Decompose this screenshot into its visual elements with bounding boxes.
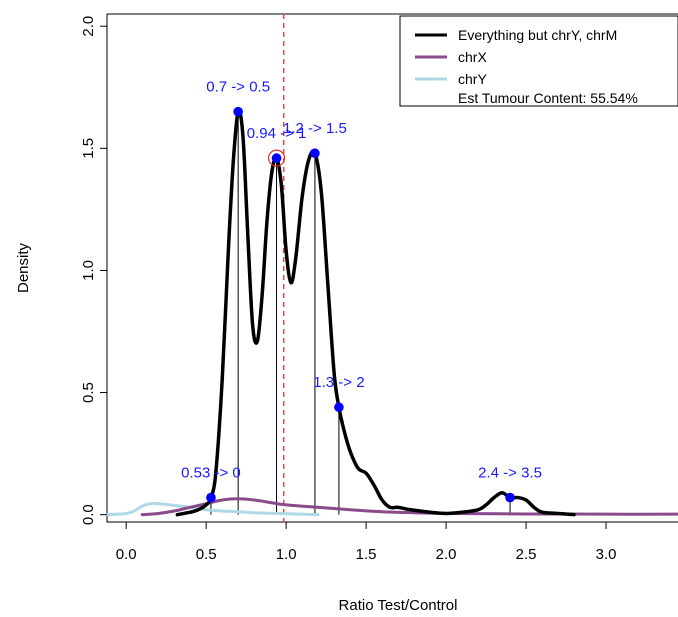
y-tick-label: 2.0 bbox=[80, 16, 97, 37]
peak-label: 1.3 -> 2 bbox=[313, 374, 364, 391]
peak-label: 1.2 -> 1.5 bbox=[283, 120, 347, 137]
y-tick-label: 0.5 bbox=[80, 382, 97, 403]
peak-point bbox=[271, 153, 282, 163]
legend-label-chry: chrY bbox=[458, 71, 487, 87]
plot-frame bbox=[106, 13, 678, 523]
y-axis-title: Density bbox=[15, 242, 32, 293]
plot-area: 0.53 -> 0 0.7 -> 0.5 0.94 -> 11.2 -> 1.5 1.… bbox=[105, 13, 678, 523]
x-tick-label: 2.5 bbox=[516, 546, 537, 563]
peak-label: 0.7 -> 0.5 bbox=[206, 79, 270, 96]
peak-label: 0.94 -> 1 bbox=[247, 125, 307, 142]
peak-label: 2.4 -> 3.5 bbox=[478, 465, 542, 482]
peak-label: 0.53 -> 0 bbox=[181, 465, 241, 482]
x-tick-label: 0.0 bbox=[116, 546, 137, 563]
x-tick-label: 1.5 bbox=[356, 546, 377, 563]
legend-tumour-content: Est Tumour Content: 55.54% bbox=[458, 90, 638, 106]
peak-point bbox=[505, 492, 515, 503]
legend: Everything but chrY, chrM chrX chrY Est … bbox=[399, 15, 678, 107]
x-tick-label: 1.0 bbox=[276, 546, 297, 563]
x-tick-label: 2.0 bbox=[436, 546, 457, 563]
x-tick-label: 3.0 bbox=[596, 546, 617, 563]
series-line-chrx bbox=[140, 497, 678, 517]
x-axis: 0.0 0.5 1.0 1.5 2.0 2.5 3.0 bbox=[116, 522, 617, 563]
legend-box bbox=[399, 15, 678, 107]
y-tick-label: 1.0 bbox=[80, 260, 97, 281]
peak-point bbox=[206, 492, 216, 503]
y-tick-label: 0.0 bbox=[80, 504, 97, 525]
peak-point bbox=[334, 402, 344, 413]
x-tick-label: 0.5 bbox=[196, 546, 217, 563]
peak-point bbox=[310, 148, 320, 159]
series-line-main bbox=[175, 108, 576, 517]
peak-highlight-ring bbox=[267, 149, 286, 167]
y-tick-label: 1.5 bbox=[80, 138, 97, 159]
legend-label-chrx: chrX bbox=[458, 49, 487, 65]
peak-point bbox=[233, 106, 243, 117]
legend-label-main: Everything but chrY, chrM bbox=[458, 27, 617, 43]
x-axis-title: Ratio Test/Control bbox=[339, 597, 458, 614]
y-axis: 0.0 0.5 1.0 1.5 2.0 bbox=[80, 16, 107, 525]
